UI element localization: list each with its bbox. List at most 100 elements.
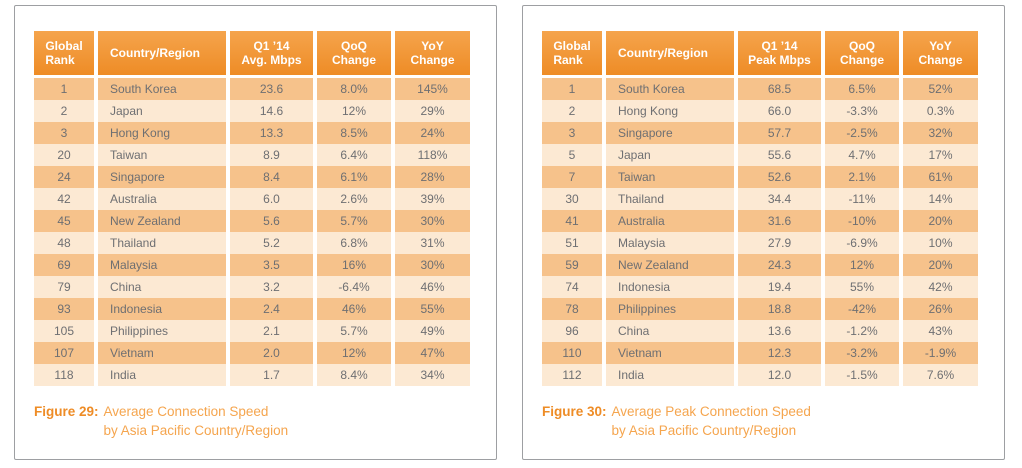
cell-qoq-change: 8.0% — [317, 78, 391, 100]
cell-avg-mbps: 3.5 — [230, 254, 313, 276]
table-body: 1 South Korea 23.6 8.0% 145% 2 Japan 14.… — [34, 78, 470, 386]
cell-yoy-change: 55% — [395, 298, 470, 320]
table-row: 5 Japan 55.6 4.7% 17% — [542, 144, 978, 166]
cell-qoq-change: 12% — [317, 100, 391, 122]
table-row: 118 India 1.7 8.4% 34% — [34, 364, 470, 386]
table-row: 1 South Korea 23.6 8.0% 145% — [34, 78, 470, 100]
cell-global-rank: 41 — [542, 210, 602, 232]
cell-global-rank: 118 — [34, 364, 94, 386]
cell-country-region: Japan — [606, 144, 734, 166]
cell-global-rank: 1 — [542, 78, 602, 100]
cell-yoy-change: 29% — [395, 100, 470, 122]
cell-global-rank: 69 — [34, 254, 94, 276]
table-row: 96 China 13.6 -1.2% 43% — [542, 320, 978, 342]
cell-country-region: Taiwan — [98, 144, 226, 166]
cell-global-rank: 110 — [542, 342, 602, 364]
cell-avg-mbps: 6.0 — [230, 188, 313, 210]
figure-29-caption: Figure 29: Average Connection Speed by A… — [34, 402, 496, 440]
header-global-rank-label: Global Rank — [553, 39, 591, 67]
table-row: 30 Thailand 34.4 -11% 14% — [542, 188, 978, 210]
cell-qoq-change: 2.6% — [317, 188, 391, 210]
cell-qoq-change: -6.4% — [317, 276, 391, 298]
header-q1-avg-mbps: Q1 ’14 Avg. Mbps — [230, 31, 313, 75]
header-global-rank-label: Global Rank — [45, 39, 83, 67]
cell-qoq-change: 12% — [317, 342, 391, 364]
cell-yoy-change: 17% — [903, 144, 978, 166]
cell-global-rank: 93 — [34, 298, 94, 320]
cell-yoy-change: 61% — [903, 166, 978, 188]
figure-30-caption: Figure 30: Average Peak Connection Speed… — [542, 402, 1004, 440]
table-row: 74 Indonesia 19.4 55% 42% — [542, 276, 978, 298]
table-header-row: Global Rank Country/Region Q1 ’14 Peak M… — [542, 31, 978, 75]
cell-yoy-change: 20% — [903, 254, 978, 276]
cell-yoy-change: 49% — [395, 320, 470, 342]
table-row: 1 South Korea 68.5 6.5% 52% — [542, 78, 978, 100]
cell-country-region: India — [98, 364, 226, 386]
cell-avg-mbps: 13.3 — [230, 122, 313, 144]
cell-peak-mbps: 19.4 — [738, 276, 821, 298]
cell-global-rank: 96 — [542, 320, 602, 342]
cell-peak-mbps: 12.3 — [738, 342, 821, 364]
cell-qoq-change: 4.7% — [825, 144, 899, 166]
cell-yoy-change: 43% — [903, 320, 978, 342]
cell-peak-mbps: 68.5 — [738, 78, 821, 100]
cell-yoy-change: 0.3% — [903, 100, 978, 122]
cell-qoq-change: 12% — [825, 254, 899, 276]
cell-peak-mbps: 34.4 — [738, 188, 821, 210]
table-row: 45 New Zealand 5.6 5.7% 30% — [34, 210, 470, 232]
cell-qoq-change: -3.2% — [825, 342, 899, 364]
cell-yoy-change: 118% — [395, 144, 470, 166]
cell-country-region: Vietnam — [98, 342, 226, 364]
cell-yoy-change: 14% — [903, 188, 978, 210]
cell-avg-mbps: 2.1 — [230, 320, 313, 342]
cell-yoy-change: 145% — [395, 78, 470, 100]
table-row: 7 Taiwan 52.6 2.1% 61% — [542, 166, 978, 188]
cell-country-region: South Korea — [98, 78, 226, 100]
cell-peak-mbps: 52.6 — [738, 166, 821, 188]
cell-qoq-change: -42% — [825, 298, 899, 320]
cell-yoy-change: 20% — [903, 210, 978, 232]
cell-peak-mbps: 66.0 — [738, 100, 821, 122]
cell-yoy-change: 31% — [395, 232, 470, 254]
cell-qoq-change: -1.2% — [825, 320, 899, 342]
cell-yoy-change: 46% — [395, 276, 470, 298]
cell-global-rank: 48 — [34, 232, 94, 254]
cell-country-region: Singapore — [606, 122, 734, 144]
cell-global-rank: 42 — [34, 188, 94, 210]
cell-yoy-change: -1.9% — [903, 342, 978, 364]
header-global-rank: Global Rank — [542, 31, 602, 75]
table-row: 110 Vietnam 12.3 -3.2% -1.9% — [542, 342, 978, 364]
cell-country-region: Philippines — [606, 298, 734, 320]
cell-yoy-change: 28% — [395, 166, 470, 188]
header-yoy-change: YoY Change — [395, 31, 470, 75]
cell-yoy-change: 39% — [395, 188, 470, 210]
cell-peak-mbps: 31.6 — [738, 210, 821, 232]
cell-global-rank: 20 — [34, 144, 94, 166]
table-row: 42 Australia 6.0 2.6% 39% — [34, 188, 470, 210]
table-header-row: Global Rank Country/Region Q1 ’14 Avg. M… — [34, 31, 470, 75]
cell-peak-mbps: 55.6 — [738, 144, 821, 166]
cell-qoq-change: -1.5% — [825, 364, 899, 386]
table-row: 3 Hong Kong 13.3 8.5% 24% — [34, 122, 470, 144]
cell-avg-mbps: 5.6 — [230, 210, 313, 232]
table-row: 107 Vietnam 2.0 12% 47% — [34, 342, 470, 364]
cell-country-region: Australia — [606, 210, 734, 232]
cell-country-region: Australia — [98, 188, 226, 210]
table-row: 24 Singapore 8.4 6.1% 28% — [34, 166, 470, 188]
cell-qoq-change: -2.5% — [825, 122, 899, 144]
cell-global-rank: 112 — [542, 364, 602, 386]
cell-global-rank: 74 — [542, 276, 602, 298]
cell-country-region: Malaysia — [98, 254, 226, 276]
cell-peak-mbps: 18.8 — [738, 298, 821, 320]
cell-country-region: Japan — [98, 100, 226, 122]
header-global-rank: Global Rank — [34, 31, 94, 75]
cell-country-region: Taiwan — [606, 166, 734, 188]
table-row: 93 Indonesia 2.4 46% 55% — [34, 298, 470, 320]
cell-peak-mbps: 13.6 — [738, 320, 821, 342]
cell-yoy-change: 47% — [395, 342, 470, 364]
cell-country-region: Singapore — [98, 166, 226, 188]
cell-country-region: New Zealand — [98, 210, 226, 232]
figure-30-caption-line1: Average Peak Connection Speed — [611, 404, 811, 419]
table-row: 59 New Zealand 24.3 12% 20% — [542, 254, 978, 276]
